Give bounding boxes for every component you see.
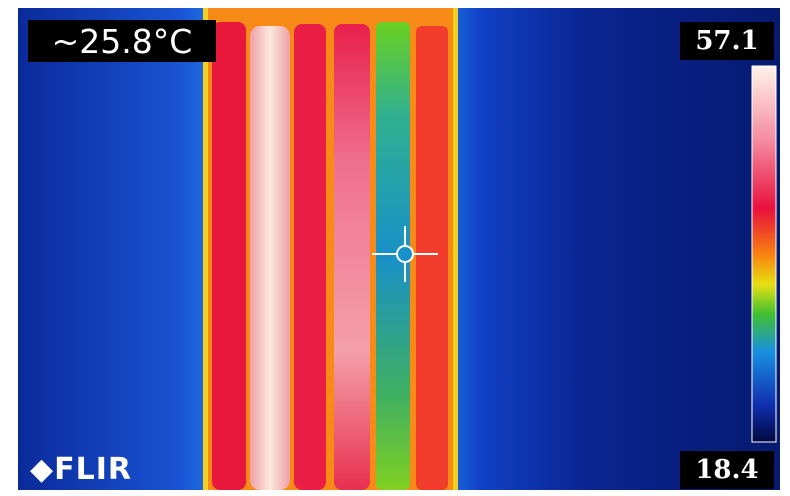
radiator-column	[294, 24, 326, 490]
logo: ◆FLIR	[30, 452, 132, 487]
thermal-screen: ~25.8°C 57.1 18.4 ◆FLIR	[0, 0, 790, 496]
radiator-column	[334, 24, 370, 490]
radiator-column	[212, 22, 246, 490]
scale-min: 18.4	[680, 451, 774, 489]
radiator-column	[416, 26, 448, 490]
scale-max: 57.1	[680, 22, 774, 60]
logo-text: FLIR	[54, 452, 132, 487]
color-scale	[752, 66, 776, 442]
thermal-image	[0, 0, 790, 496]
radiator-column	[250, 26, 290, 490]
spot-temperature: ~25.8°C	[28, 20, 216, 62]
